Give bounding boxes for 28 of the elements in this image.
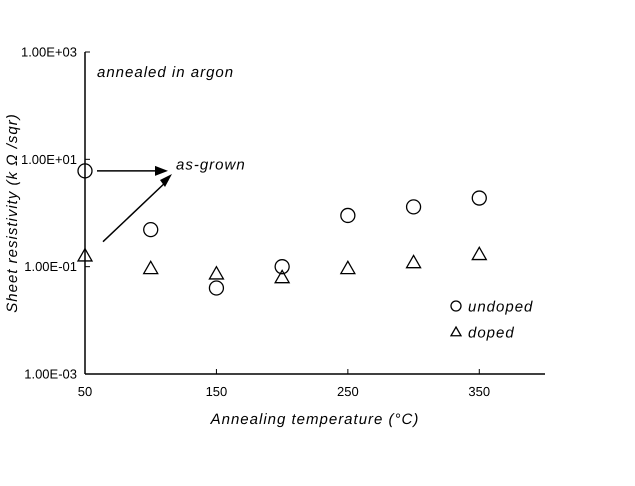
- point: [340, 260, 356, 274]
- point: [77, 248, 93, 262]
- point: [274, 270, 290, 284]
- x-tick-label: 350: [468, 384, 490, 399]
- point: [77, 163, 93, 179]
- y-tick-label: 1.00E-01: [24, 259, 77, 274]
- x-tick-label: 150: [206, 384, 228, 399]
- y-tick-label: 1.00E-03: [24, 366, 77, 382]
- point: [143, 222, 158, 238]
- point: [208, 280, 224, 296]
- y-tick-label: 1.00E+03: [20, 44, 77, 60]
- point: [406, 254, 422, 268]
- y-axis-title: Sheet resistivity (k Ω /sqr): [4, 113, 21, 313]
- point: [472, 246, 487, 260]
- point: [340, 208, 356, 224]
- annotation: annealed in argon: [97, 64, 234, 81]
- point: [143, 260, 158, 274]
- y-tick-label: 1.00E+01: [20, 152, 77, 167]
- point: [208, 266, 224, 280]
- point: [472, 190, 487, 206]
- x-tick-label: 50: [78, 384, 92, 399]
- x-tick-label: 250: [337, 384, 359, 399]
- legend-label: doped: [468, 324, 515, 342]
- annotation: as-grown: [176, 156, 246, 174]
- point: [274, 259, 290, 274]
- point: [406, 199, 422, 215]
- legend-label: undoped: [468, 298, 534, 316]
- x-axis-title: Annealing temperature (°C): [210, 411, 420, 428]
